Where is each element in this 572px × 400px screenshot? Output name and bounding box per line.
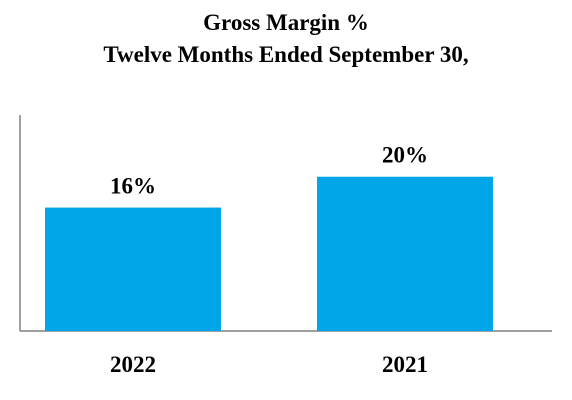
x-tick-label-2022: 2022 (110, 352, 156, 377)
bars-group: 16% 2022 20% 2021 (45, 143, 493, 377)
x-tick-label-2021: 2021 (382, 352, 428, 377)
data-label-2021: 20% (382, 143, 428, 168)
bar-2022 (45, 207, 221, 331)
data-label-2022: 16% (110, 174, 156, 199)
chart-subtitle: Twelve Months Ended September 30, (103, 42, 469, 67)
bar-2021 (317, 176, 493, 331)
chart-title: Gross Margin % (203, 10, 369, 35)
